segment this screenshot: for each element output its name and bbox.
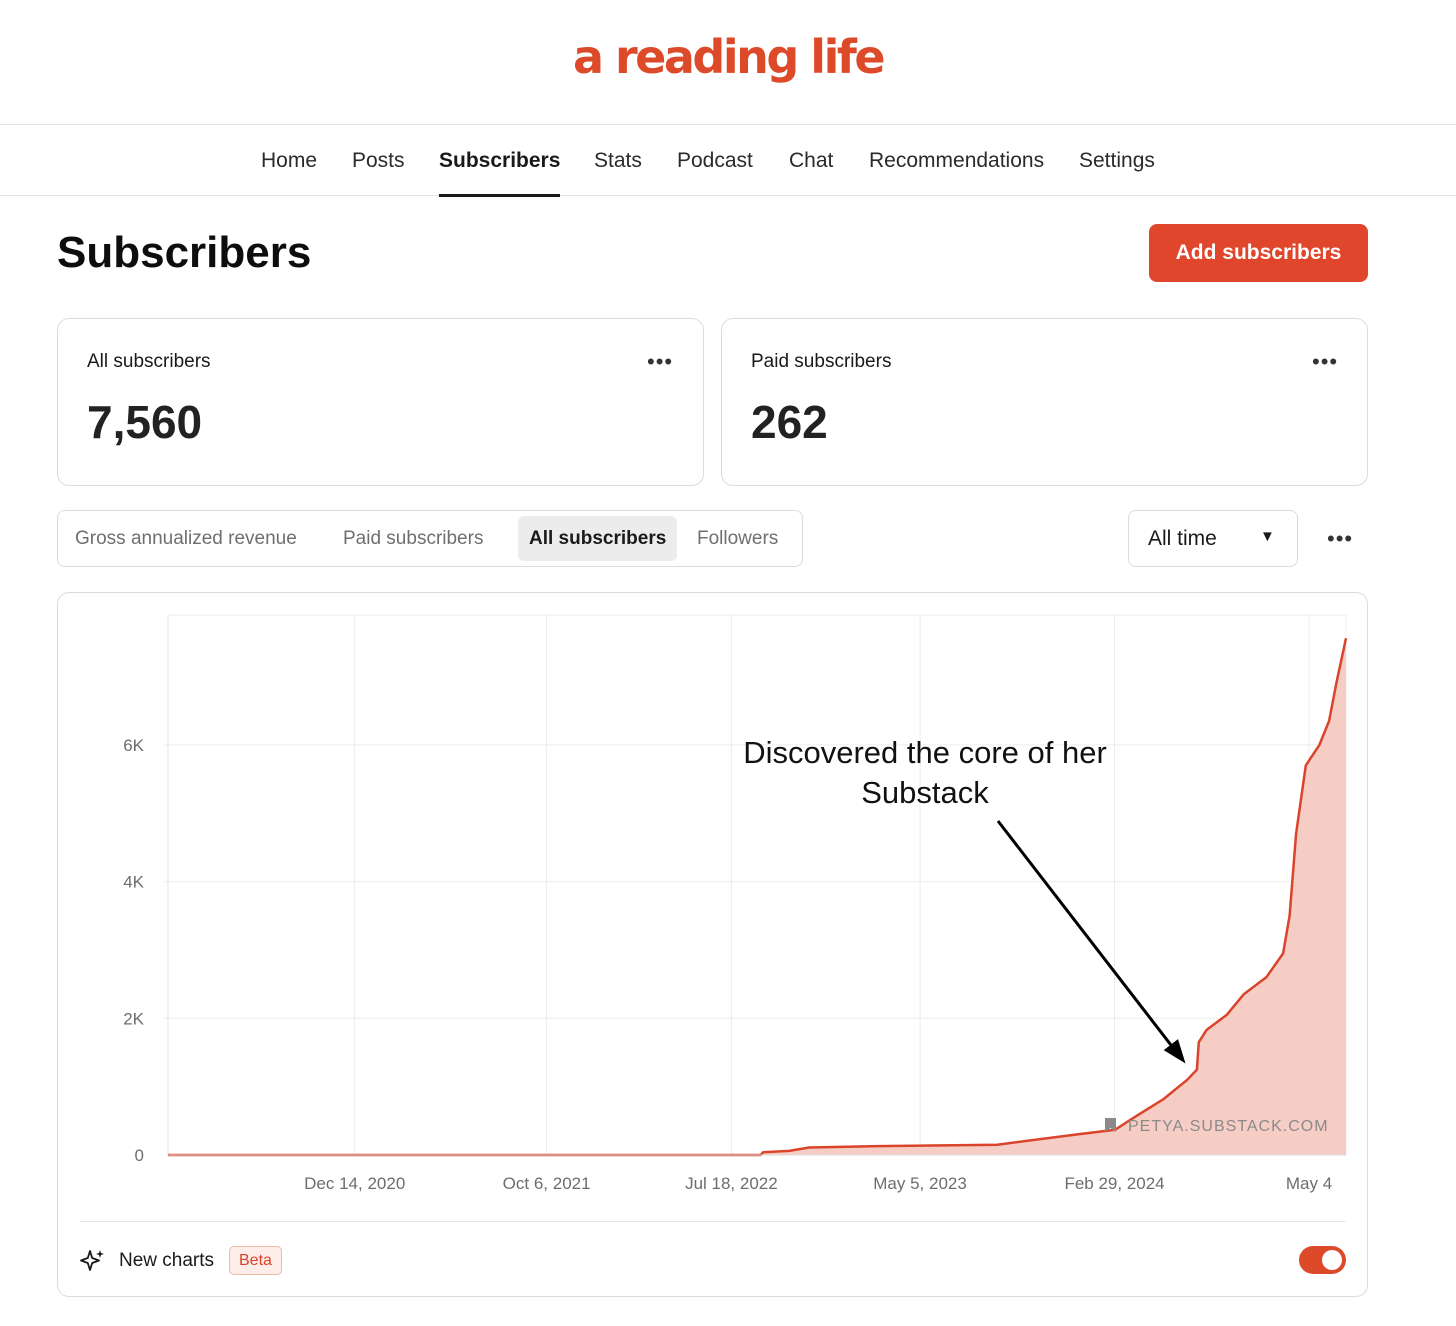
nav-item-podcast[interactable]: Podcast [677,149,753,172]
y-tick-label: 0 [135,1146,144,1165]
x-tick-label: Dec 14, 2020 [304,1174,405,1193]
more-dots-icon[interactable]: ••• [1312,349,1339,374]
y-tick-label: 6K [123,736,144,755]
subscribers-area [168,638,1346,1155]
nav-item-chat[interactable]: Chat [789,149,834,172]
annotation-line-1: Discovered the core of her [743,735,1107,770]
stat-value: 262 [751,396,828,448]
annotation-arrow [996,820,1179,1055]
y-axis: 0 2K 4K 6K [123,736,144,1165]
x-axis: Dec 14, 2020 Oct 6, 2021 Jul 18, 2022 May 5… [168,1154,1346,1193]
sparkles-icon [80,1250,104,1271]
more-dots-icon[interactable]: ••• [647,349,674,374]
new-charts-label: New charts [119,1250,215,1271]
logo-bar: a reading life [0,0,1456,125]
chart-more-dots-icon[interactable]: ••• [1327,526,1354,551]
y-tick-label: 4K [123,873,144,892]
x-tick-label: Oct 6, 2021 [503,1174,591,1193]
x-tick-label: Jul 18, 2022 [685,1174,778,1193]
nav-item-recommendations[interactable]: Recommendations [869,149,1045,172]
x-tick-label: May 4 [1286,1174,1332,1193]
nav-item-subscribers[interactable]: Subscribers [439,126,561,197]
beta-badge: Beta [229,1246,282,1275]
page-title: Subscribers [57,228,312,277]
time-range-value: All time [1148,527,1217,550]
grid [164,614,1347,1155]
x-tick-label: Feb 29, 2024 [1064,1174,1164,1193]
watermark: PETYA.SUBSTACK.COM [1105,1118,1329,1135]
watermark-text: PETYA.SUBSTACK.COM [1128,1118,1329,1135]
tab-all-subscribers[interactable]: All subscribers [518,516,678,561]
subscribers-line [168,637,1348,1157]
tab-gross-annualized-revenue[interactable]: Gross annualized revenue [75,528,297,549]
chart-card: 0 2K 4K 6K Dec 14, 2020 Oct 6, 2021 Jul 18, 2… [57,592,1368,1297]
nav-item-posts[interactable]: Posts [352,149,405,172]
stat-label: Paid subscribers [751,351,892,372]
nav-item-home[interactable]: Home [261,149,318,172]
nav-item-stats[interactable]: Stats [594,149,642,172]
y-tick-label: 2K [123,1009,144,1028]
caret-down-icon: ▼ [1260,528,1275,545]
new-charts-toggle[interactable] [1299,1246,1346,1274]
main-nav: Home Posts Subscribers Stats Podcast Cha… [0,126,1456,197]
annotation: Discovered the core of her Substack [743,735,1186,1064]
stat-label: All subscribers [87,351,211,372]
time-range-select[interactable]: All time ▼ [1128,510,1298,567]
subscribers-chart: 0 2K 4K 6K Dec 14, 2020 Oct 6, 2021 Jul 18, 2… [123,614,1348,1193]
bookmark-icon [1105,1118,1116,1132]
add-subscribers-button[interactable]: Add subscribers [1149,224,1368,282]
annotation-line-2: Substack [861,775,989,810]
stat-card-all-subscribers: All subscribers 7,560 ••• [57,318,704,486]
x-tick-label: May 5, 2023 [873,1174,967,1193]
toggle-knob [1322,1250,1342,1270]
tab-followers[interactable]: Followers [697,528,779,549]
metric-tabs: Gross annualized revenue Paid subscriber… [57,510,803,567]
chart-footer-divider [80,1221,1346,1222]
nav-item-settings[interactable]: Settings [1079,149,1155,172]
tab-paid-subscribers[interactable]: Paid subscribers [343,528,484,549]
stat-value: 7,560 [87,396,203,448]
publication-logo[interactable]: a reading life [572,30,886,84]
stat-card-paid-subscribers: Paid subscribers 262 ••• [721,318,1368,486]
annotation-arrowhead [1163,1039,1186,1064]
